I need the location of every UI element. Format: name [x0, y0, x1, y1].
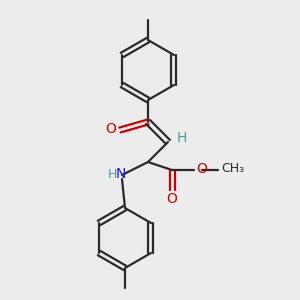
Text: CH₃: CH₃	[221, 163, 244, 176]
Text: O: O	[196, 162, 207, 176]
Text: O: O	[106, 122, 116, 136]
Text: H: H	[107, 167, 117, 181]
Text: O: O	[167, 192, 177, 206]
Text: H: H	[177, 131, 187, 145]
Text: N: N	[116, 167, 126, 181]
